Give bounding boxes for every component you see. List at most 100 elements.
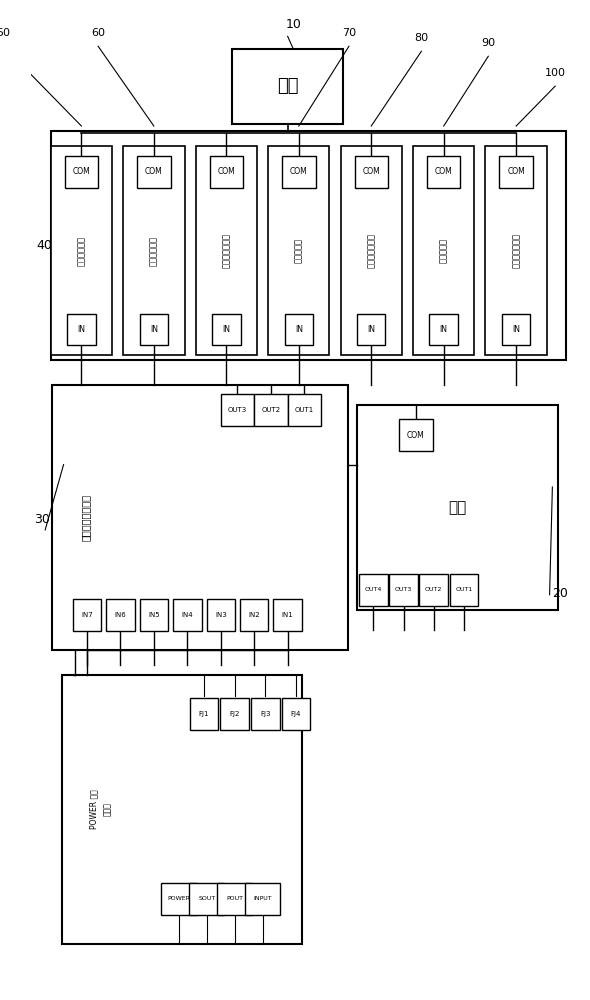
Text: OUT1: OUT1	[295, 407, 314, 413]
Bar	[399, 419, 432, 451]
Text: 模拟量采集板: 模拟量采集板	[149, 236, 158, 266]
Text: INPUT: INPUT	[253, 896, 272, 901]
Text: IN3: IN3	[215, 612, 227, 618]
Text: 20: 20	[552, 587, 568, 600]
Text: COM: COM	[290, 167, 307, 176]
Text: COM: COM	[507, 167, 525, 176]
Bar	[53, 385, 348, 650]
Text: OUT2: OUT2	[261, 407, 280, 413]
Text: POWER 待测: POWER 待测	[90, 789, 99, 829]
Text: POUT: POUT	[226, 896, 243, 901]
Text: 70: 70	[342, 28, 356, 38]
Text: 电源: 电源	[448, 500, 467, 515]
Text: COM: COM	[73, 167, 90, 176]
Text: IN4: IN4	[182, 612, 193, 618]
Bar	[209, 156, 243, 188]
Text: IN: IN	[150, 325, 158, 334]
Bar	[245, 883, 280, 915]
Text: 50: 50	[0, 28, 11, 38]
Bar	[221, 698, 249, 730]
Text: OUT3: OUT3	[228, 407, 247, 413]
Bar	[359, 574, 388, 606]
Bar	[217, 883, 253, 915]
Bar	[232, 49, 343, 124]
Bar	[282, 156, 316, 188]
Text: 继电器阵列电路板: 继电器阵列电路板	[81, 494, 91, 541]
Bar	[427, 156, 460, 188]
Bar	[196, 146, 257, 355]
Bar	[358, 405, 558, 610]
Text: OUT3: OUT3	[395, 587, 412, 592]
Text: 电路板: 电路板	[103, 802, 112, 816]
Text: 90: 90	[481, 38, 496, 48]
Text: 开关量控制板: 开关量控制板	[77, 236, 86, 266]
Bar	[212, 314, 241, 345]
Text: FJ2: FJ2	[230, 711, 240, 717]
Bar	[284, 314, 313, 345]
Bar	[288, 394, 321, 426]
Bar	[355, 156, 388, 188]
Bar	[486, 146, 547, 355]
Text: 80: 80	[414, 33, 428, 43]
Text: 40: 40	[37, 239, 53, 252]
Bar	[67, 314, 96, 345]
Bar	[502, 314, 530, 345]
Text: IN: IN	[512, 325, 520, 334]
Text: OUT4: OUT4	[365, 587, 382, 592]
Text: FJ1: FJ1	[199, 711, 209, 717]
Bar	[73, 599, 101, 631]
Text: IN: IN	[222, 325, 230, 334]
Bar	[162, 883, 196, 915]
Bar	[123, 146, 185, 355]
Bar	[106, 599, 135, 631]
Bar	[268, 146, 329, 355]
Text: 100: 100	[545, 68, 566, 78]
Bar	[140, 314, 168, 345]
Bar	[357, 314, 385, 345]
Text: IN6: IN6	[114, 612, 126, 618]
Bar	[340, 146, 402, 355]
Bar	[240, 599, 268, 631]
Text: POWER: POWER	[168, 896, 191, 901]
Text: 视频采集板: 视频采集板	[294, 238, 303, 263]
Text: COM: COM	[435, 167, 453, 176]
Text: IN: IN	[367, 325, 375, 334]
Text: 30: 30	[34, 513, 50, 526]
Bar	[282, 698, 310, 730]
Bar	[254, 394, 288, 426]
Bar	[273, 599, 302, 631]
Text: 音频发生电路板: 音频发生电路板	[367, 233, 376, 268]
Bar	[51, 146, 112, 355]
Text: FJ3: FJ3	[260, 711, 271, 717]
Bar	[413, 146, 474, 355]
Bar	[173, 599, 202, 631]
Text: 音频采集板: 音频采集板	[439, 238, 448, 263]
Text: IN5: IN5	[148, 612, 160, 618]
Bar	[499, 156, 533, 188]
Text: SOUT: SOUT	[198, 896, 215, 901]
Bar	[450, 574, 478, 606]
Text: 视频发生电路板: 视频发生电路板	[222, 233, 231, 268]
Bar	[430, 314, 458, 345]
Text: IN2: IN2	[248, 612, 260, 618]
Text: IN1: IN1	[282, 612, 293, 618]
Text: OUT2: OUT2	[425, 587, 442, 592]
Text: COM: COM	[407, 431, 425, 440]
Text: 60: 60	[91, 28, 105, 38]
Text: FJ4: FJ4	[291, 711, 301, 717]
Bar	[137, 156, 171, 188]
Bar	[190, 698, 218, 730]
Bar	[221, 394, 254, 426]
Bar	[251, 698, 280, 730]
Bar	[140, 599, 168, 631]
Text: IN: IN	[77, 325, 86, 334]
Text: COM: COM	[218, 167, 235, 176]
Bar	[206, 599, 235, 631]
Text: 电脑: 电脑	[277, 77, 299, 95]
Bar	[51, 131, 566, 360]
Text: COM: COM	[145, 167, 163, 176]
Text: 通讯检测电路板: 通讯检测电路板	[512, 233, 520, 268]
Text: IN: IN	[295, 325, 303, 334]
Bar	[389, 574, 418, 606]
Text: OUT1: OUT1	[455, 587, 473, 592]
